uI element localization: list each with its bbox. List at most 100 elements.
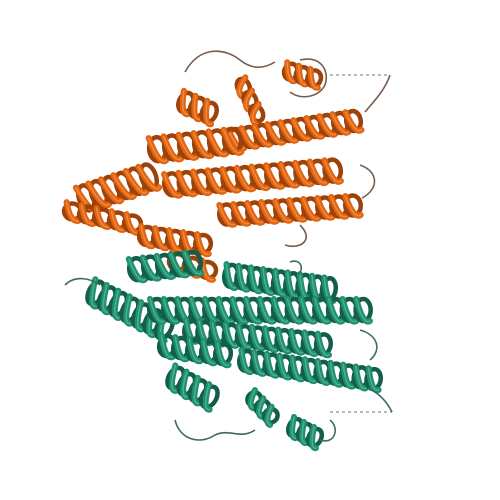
helix-highlight xyxy=(298,64,307,86)
helix-highlight xyxy=(170,253,188,277)
helix-highlight xyxy=(216,342,230,366)
coil-b-left xyxy=(64,277,101,286)
helix-highlight xyxy=(330,196,348,218)
helix-highlight xyxy=(102,284,109,313)
helix-highlight xyxy=(291,416,297,439)
helix-highlight xyxy=(222,128,243,154)
helix-highlight xyxy=(286,61,296,82)
helix-highlight xyxy=(266,352,278,377)
helix-highlight xyxy=(264,327,277,351)
coil-b-bottom xyxy=(174,419,256,441)
helix-highlight xyxy=(266,405,273,426)
helix-highlight xyxy=(279,163,298,187)
helix-highlight xyxy=(136,301,143,331)
helix-highlight xyxy=(314,298,330,323)
helix-highlight xyxy=(286,271,298,298)
helix-highlight xyxy=(240,349,253,373)
helix-highlight xyxy=(100,178,123,202)
helix-highlight xyxy=(91,278,97,308)
helix-highlight xyxy=(171,364,177,392)
helix-a6 xyxy=(161,157,344,199)
helix-highlight xyxy=(137,166,160,190)
helix-highlight xyxy=(168,229,182,251)
helix-highlight xyxy=(65,201,80,222)
helix-highlight xyxy=(196,233,210,255)
helix-highlight xyxy=(309,160,328,184)
helix-highlight xyxy=(246,202,264,224)
helix-a4 xyxy=(145,126,245,165)
helix-a9 xyxy=(136,223,214,258)
helix-a5 xyxy=(72,162,163,213)
helix-highlight xyxy=(277,328,291,352)
helix-highlight xyxy=(253,351,265,375)
helix-highlight xyxy=(236,167,255,190)
helix-highlight xyxy=(238,76,247,97)
helix-highlight xyxy=(292,119,311,140)
helix-highlight xyxy=(154,227,168,249)
helix-a1 xyxy=(281,59,324,91)
helix-highlight xyxy=(344,111,363,132)
helix-highlight xyxy=(260,201,278,223)
helix-highlight xyxy=(184,251,202,275)
helix-highlight xyxy=(302,198,320,220)
helix-highlight xyxy=(294,162,313,185)
helix-highlight xyxy=(341,298,357,323)
helix-highlight xyxy=(149,298,165,323)
helix-b3 xyxy=(221,261,339,305)
helix-highlight xyxy=(207,130,228,156)
helix-highlight xyxy=(262,268,274,294)
helix-highlight xyxy=(253,125,272,146)
helix-highlight xyxy=(163,298,179,323)
helix-highlight xyxy=(192,170,211,194)
coil-a-mid-right xyxy=(359,164,376,199)
helix-highlight xyxy=(125,170,148,194)
helix-highlight xyxy=(221,168,240,192)
helix-highlight xyxy=(245,89,253,111)
helix-highlight xyxy=(355,298,371,323)
helix-highlight xyxy=(259,298,275,323)
helix-highlight xyxy=(207,169,226,193)
helix-highlight xyxy=(238,324,251,348)
helix-highlight xyxy=(318,115,337,136)
helix-highlight xyxy=(205,100,212,125)
helix-highlight xyxy=(142,256,160,280)
helix-highlight xyxy=(251,103,260,124)
helix-highlight xyxy=(251,326,264,350)
helix-highlight xyxy=(249,389,256,410)
helix-highlight xyxy=(110,210,125,231)
helix-highlight xyxy=(274,270,286,296)
helix-a8 xyxy=(61,199,144,236)
helix-highlight xyxy=(95,207,110,228)
helix-highlight xyxy=(245,298,261,323)
helix-highlight xyxy=(188,338,202,362)
helix-highlight xyxy=(278,354,291,379)
helix-highlight xyxy=(309,68,319,89)
helix-highlight xyxy=(344,195,362,217)
helix-highlight xyxy=(87,182,110,207)
coil-a-right xyxy=(364,74,391,113)
helix-highlight xyxy=(316,197,334,219)
helix-highlight xyxy=(174,336,188,360)
helix-highlight xyxy=(328,298,344,323)
helix-highlight xyxy=(250,165,269,189)
loop-coils xyxy=(64,50,393,442)
helix-highlight xyxy=(227,129,246,150)
helix-highlight xyxy=(128,258,146,281)
helix-highlight xyxy=(291,356,303,381)
helix-highlight xyxy=(274,200,292,222)
helix-highlight xyxy=(304,358,316,382)
helix-highlight xyxy=(311,426,317,449)
helix-b8 xyxy=(165,362,220,413)
helix-highlight xyxy=(125,213,140,234)
helix-highlight xyxy=(286,298,302,323)
helix-highlight xyxy=(112,174,135,198)
helix-highlight xyxy=(273,298,289,323)
helix-highlight xyxy=(162,135,183,161)
helix-highlight xyxy=(224,323,238,347)
coil-a-top-right xyxy=(289,58,327,98)
helix-highlight xyxy=(342,363,354,388)
helix-a2 xyxy=(176,87,219,128)
helix-highlight xyxy=(323,159,342,183)
chain-b-green xyxy=(85,249,384,452)
